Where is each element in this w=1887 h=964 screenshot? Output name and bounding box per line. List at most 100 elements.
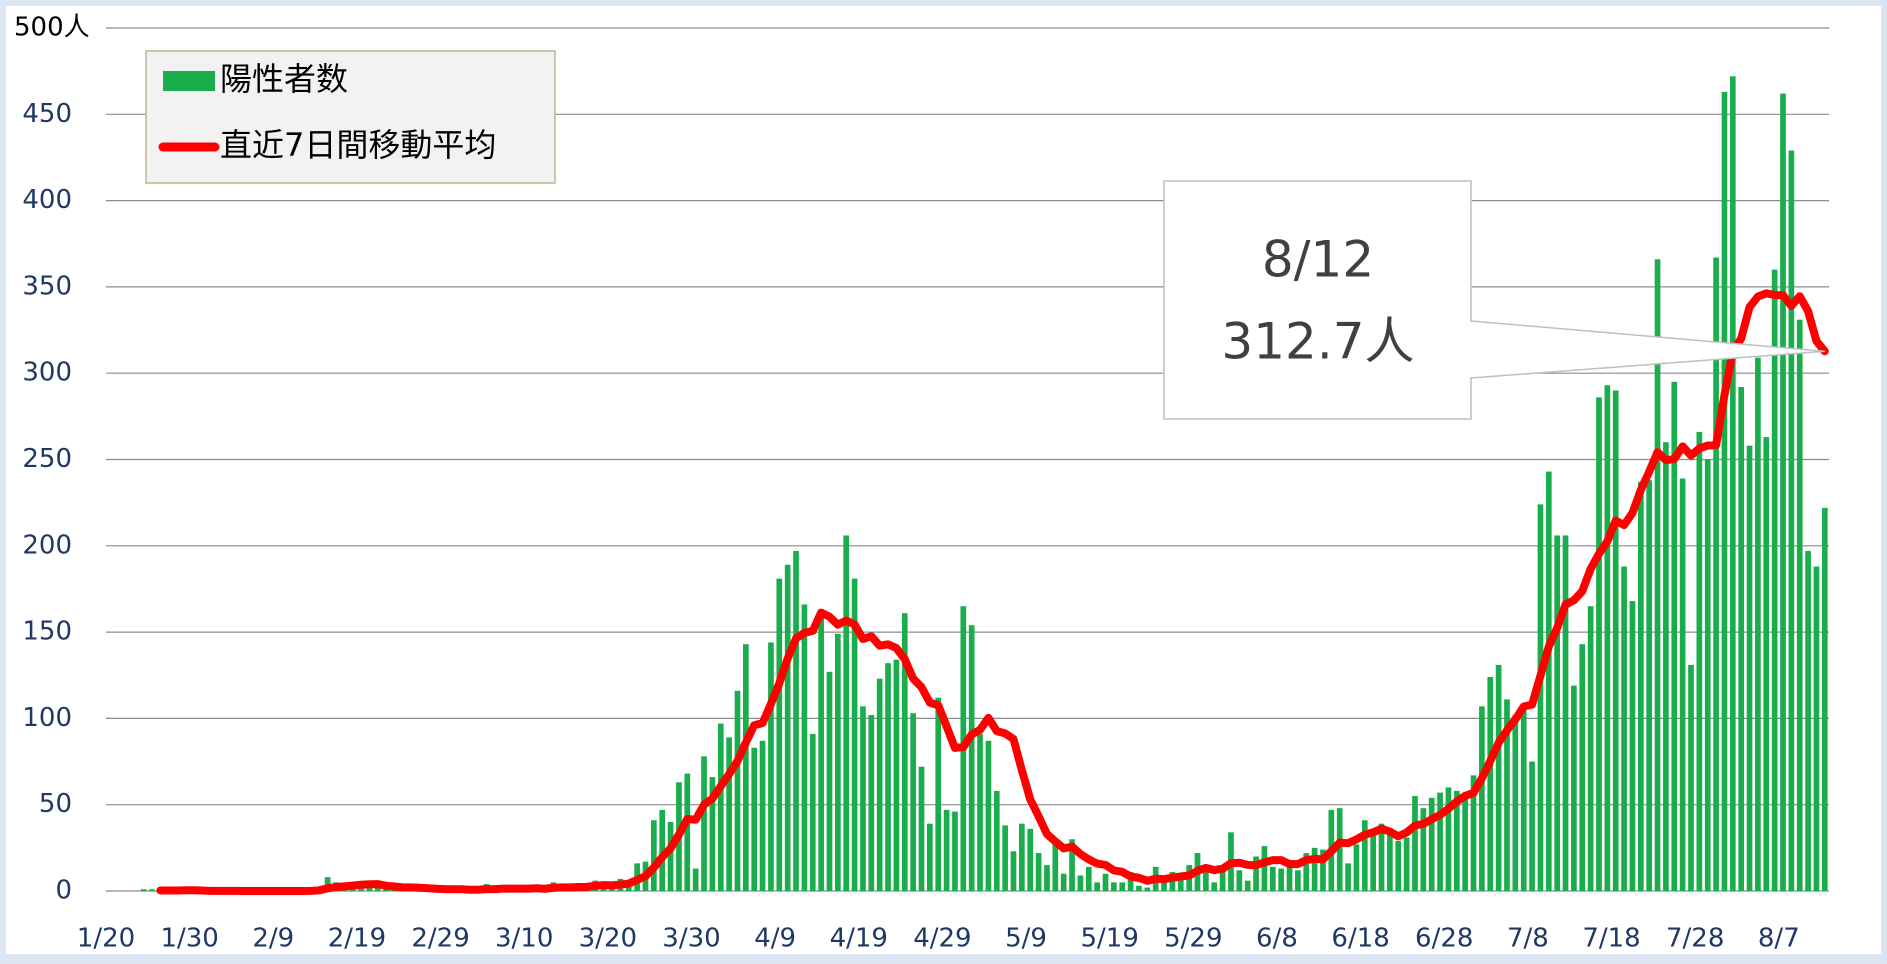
x-tick-label: 6/8 [1256, 924, 1298, 954]
bar [1161, 877, 1167, 891]
bar [1796, 319, 1803, 892]
x-tick-label: 7/28 [1666, 924, 1724, 954]
bar [1278, 868, 1284, 891]
bar [1269, 866, 1276, 891]
bar [1303, 853, 1310, 891]
bar [140, 889, 147, 891]
bar [1261, 846, 1268, 891]
bar [1587, 606, 1594, 891]
bar [1713, 257, 1719, 892]
bar [1780, 93, 1786, 891]
bar [1688, 664, 1694, 891]
bar [1746, 445, 1753, 891]
x-tick-label: 2/19 [328, 924, 386, 954]
bar [818, 613, 824, 891]
bar [149, 889, 155, 891]
bar [1512, 714, 1519, 891]
bar [1470, 775, 1477, 891]
bar [910, 713, 916, 891]
bar [1738, 387, 1745, 891]
bar [1060, 873, 1067, 891]
bar [692, 868, 699, 891]
bar [1453, 790, 1460, 891]
x-tick-label: 2/29 [411, 924, 469, 954]
bar [993, 790, 1000, 891]
bar [1629, 601, 1636, 891]
x-tick-label: 1/30 [160, 924, 218, 954]
bar [1671, 381, 1678, 891]
bar [1821, 507, 1828, 891]
x-tick-label: 3/10 [495, 924, 553, 954]
bar [1094, 882, 1100, 891]
bar [1253, 856, 1259, 891]
bar [1119, 882, 1126, 891]
bar [943, 809, 950, 891]
bar [952, 811, 958, 891]
callout-box [1163, 180, 1472, 420]
bar [651, 820, 657, 891]
x-tick-label: 7/8 [1507, 924, 1549, 954]
bar [751, 747, 758, 891]
bar [809, 733, 816, 891]
bar [1755, 357, 1761, 891]
y-tick-label: 50 [39, 789, 72, 819]
bar [1144, 887, 1151, 891]
bar [1679, 478, 1686, 891]
bar [1621, 566, 1627, 891]
bar [1320, 849, 1326, 891]
y-tick-label: 500人 [14, 13, 90, 43]
bar [851, 578, 858, 891]
y-tick-label: 350 [22, 271, 72, 301]
bar [977, 733, 983, 891]
bar [1579, 644, 1586, 891]
bar [709, 777, 716, 891]
bar [935, 697, 942, 891]
bar [324, 877, 331, 891]
bar [1177, 873, 1184, 891]
bar [734, 690, 741, 891]
bar [1537, 504, 1544, 891]
bar [1010, 851, 1017, 891]
bar [776, 578, 783, 891]
bar [868, 714, 875, 891]
bar [1445, 787, 1452, 891]
bar [743, 644, 749, 891]
bar [1378, 823, 1385, 891]
x-tick-label: 4/29 [913, 924, 971, 954]
bar [901, 613, 908, 891]
bar [1403, 837, 1410, 891]
bar [684, 773, 691, 891]
bar [860, 706, 866, 891]
x-tick-label: 5/29 [1164, 924, 1222, 954]
bar [1428, 797, 1435, 891]
bar [1395, 840, 1402, 891]
legend-swatch [163, 71, 215, 91]
bar [876, 678, 883, 891]
bar [784, 564, 791, 891]
x-tick-label: 4/19 [830, 924, 888, 954]
bar [1729, 76, 1736, 891]
bar [1027, 828, 1034, 891]
y-tick-label: 250 [22, 444, 72, 474]
bar [1654, 259, 1661, 891]
y-tick-label: 0 [55, 876, 72, 906]
x-tick-label: 5/9 [1005, 924, 1047, 954]
x-tick-label: 8/7 [1758, 924, 1800, 954]
bar [1035, 853, 1042, 891]
bar [1663, 442, 1669, 891]
bar [1805, 550, 1811, 891]
bar [1085, 866, 1092, 891]
bar [1721, 91, 1728, 891]
bar [1370, 830, 1377, 891]
bar [1069, 839, 1075, 891]
bar [701, 756, 707, 891]
bar [1244, 880, 1251, 891]
x-tick-label: 7/18 [1582, 924, 1640, 954]
bar [1704, 459, 1711, 891]
bar [968, 625, 975, 891]
bar [1412, 796, 1418, 891]
bar [1771, 269, 1778, 891]
bar [826, 671, 833, 891]
